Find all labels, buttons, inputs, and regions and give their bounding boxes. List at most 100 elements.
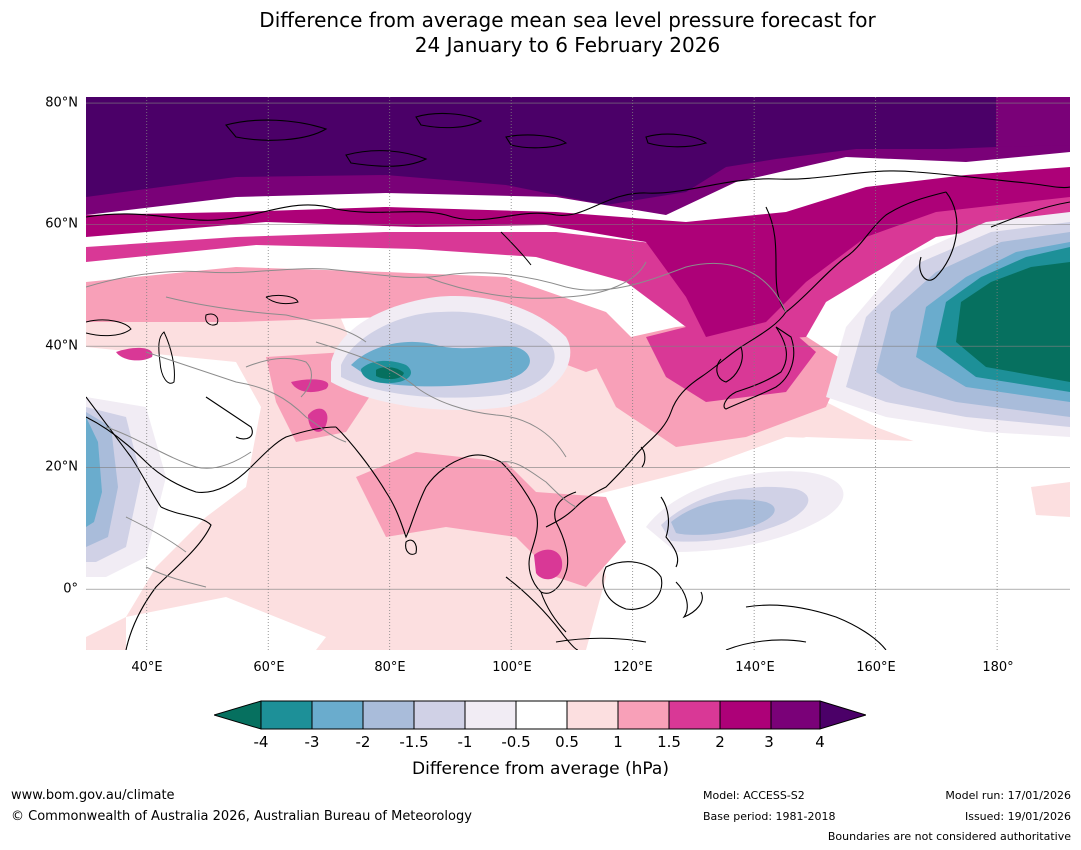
anomaly-zone-neg15-philsea xyxy=(671,499,775,535)
coastline-australia-north xyxy=(725,639,807,650)
border-africa-east xyxy=(125,516,207,588)
coastline-red-sea xyxy=(86,396,162,508)
anomaly-spot-magenta-pakistan xyxy=(308,408,328,432)
lon-label-120e: 120°E xyxy=(613,660,653,675)
anomaly-zone-pink-north xyxy=(86,267,646,372)
legend-title: Difference from average (hPa) xyxy=(412,759,669,779)
legend-swatch xyxy=(566,700,619,730)
border-russia-south xyxy=(86,262,787,313)
colour-legend xyxy=(212,700,868,734)
legend-tick: -1 xyxy=(457,733,473,751)
coastline-philippines xyxy=(660,496,679,568)
lon-label-160e: 160°E xyxy=(856,660,896,675)
legend-swatch xyxy=(413,700,466,730)
legend-swatch xyxy=(770,700,821,730)
border-southeast-asia xyxy=(500,461,577,508)
coastline-sumatra xyxy=(505,576,579,650)
legend-tick: -3 xyxy=(304,733,320,751)
coastline-arctic-islands-1 xyxy=(225,119,328,141)
coastline-arabia xyxy=(86,416,337,493)
graticule xyxy=(86,97,1070,650)
country-borders xyxy=(86,261,787,588)
legend-swatch xyxy=(260,700,313,730)
map-title: Difference from average mean sea level p… xyxy=(0,8,1081,58)
legend-tick: 1 xyxy=(613,733,623,751)
legend-arrow-low xyxy=(212,700,262,730)
lat-label-60n: 60°N xyxy=(45,216,78,232)
coastline-taiwan xyxy=(640,446,646,468)
lake-balkhash xyxy=(265,294,299,305)
coastline-okhotsk-kamchatka xyxy=(765,191,958,313)
inland-waters xyxy=(86,231,532,384)
coastline-japan xyxy=(723,326,795,410)
footer-model-run: Model run: 17/01/2026 xyxy=(945,789,1071,802)
legend-swatch xyxy=(515,700,568,730)
coastline-arctic-siberia xyxy=(86,170,1070,221)
anomaly-zone-neg2-africa xyxy=(86,417,102,527)
anomaly-zone-neg4-pacific xyxy=(956,262,1070,382)
legend-swatch xyxy=(464,700,517,730)
anomaly-zone-magenta-band xyxy=(86,187,1070,342)
title-line-2: 24 January to 6 February 2026 xyxy=(414,33,721,57)
anomaly-spot-magenta-caspian xyxy=(116,347,153,361)
colour-bar xyxy=(212,700,868,730)
legend-swatch xyxy=(362,700,415,730)
lat-label-equator: 0° xyxy=(63,581,78,597)
coastline-java xyxy=(555,637,647,643)
coastlines xyxy=(86,113,1070,650)
lon-label-180: 180° xyxy=(982,660,1014,675)
border-mongolia xyxy=(425,261,647,299)
legend-tick: -1.5 xyxy=(399,733,429,751)
anomaly-zone-purple-arctic-east xyxy=(996,97,1070,147)
coastline-india xyxy=(335,426,502,539)
anomaly-spot-magenta-south-china-sea xyxy=(534,549,563,580)
coastline-persian-gulf xyxy=(205,396,253,440)
coastline-arctic-islands-4 xyxy=(505,134,568,149)
legend-tick: -0.5 xyxy=(501,733,531,751)
legend-tick: 0.5 xyxy=(555,733,579,751)
coastline-alaska xyxy=(990,201,1070,228)
anomaly-zone-deeppurple xyxy=(86,97,996,205)
map-canvas xyxy=(86,97,1070,650)
legend-tick: -2 xyxy=(355,733,371,751)
border-saudi-arabia xyxy=(105,426,252,469)
coastline-sri-lanka xyxy=(405,539,417,555)
caspian-sea xyxy=(158,331,175,384)
coastline-africa-horn xyxy=(125,506,212,650)
footer-model: Model: ACCESS-S2 xyxy=(703,789,805,802)
lon-label-60e: 60°E xyxy=(253,660,285,675)
anomaly-zone-darkmagenta-band xyxy=(86,167,1070,337)
lon-label-80e: 80°E xyxy=(374,660,406,675)
anomaly-zone-lightpink-east xyxy=(1031,482,1070,517)
legend-arrow-high xyxy=(819,700,868,730)
legend-swatch xyxy=(719,700,772,730)
lat-label-40n: 40°N xyxy=(45,338,78,354)
footer-url[interactable]: www.bom.gov.au/climate xyxy=(11,788,175,803)
coastline-arctic-islands-5 xyxy=(645,133,708,148)
lon-label-100e: 100°E xyxy=(492,660,532,675)
footer-issued: Issued: 19/01/2026 xyxy=(964,810,1071,823)
coastline-malay xyxy=(540,591,567,633)
aral-sea xyxy=(205,313,219,326)
lat-label-80n: 80°N xyxy=(45,95,78,111)
anomaly-zone-pink-india-sea xyxy=(356,452,626,587)
anomaly-zone-white-africa-ocean xyxy=(126,597,326,650)
legend-tick: 2 xyxy=(715,733,725,751)
legend-swatch xyxy=(668,700,721,730)
lat-label-20n: 20°N xyxy=(45,459,78,475)
coastline-korea xyxy=(716,346,743,383)
legend-swatch xyxy=(311,700,364,730)
lake-baikal xyxy=(500,231,532,266)
coastline-new-guinea xyxy=(745,604,887,650)
coastline-east-asia xyxy=(545,311,787,528)
legend-tick: 1.5 xyxy=(657,733,681,751)
legend-swatch xyxy=(617,700,670,730)
lon-label-140e: 140°E xyxy=(735,660,775,675)
anomaly-spot-magenta-iran xyxy=(291,379,329,393)
legend-tick: 3 xyxy=(764,733,774,751)
black-sea xyxy=(86,319,132,337)
coastline-arctic-islands-3 xyxy=(415,113,483,129)
legend-tick: 4 xyxy=(815,733,825,751)
border-china-west xyxy=(315,341,567,458)
border-afghanistan xyxy=(245,357,312,398)
